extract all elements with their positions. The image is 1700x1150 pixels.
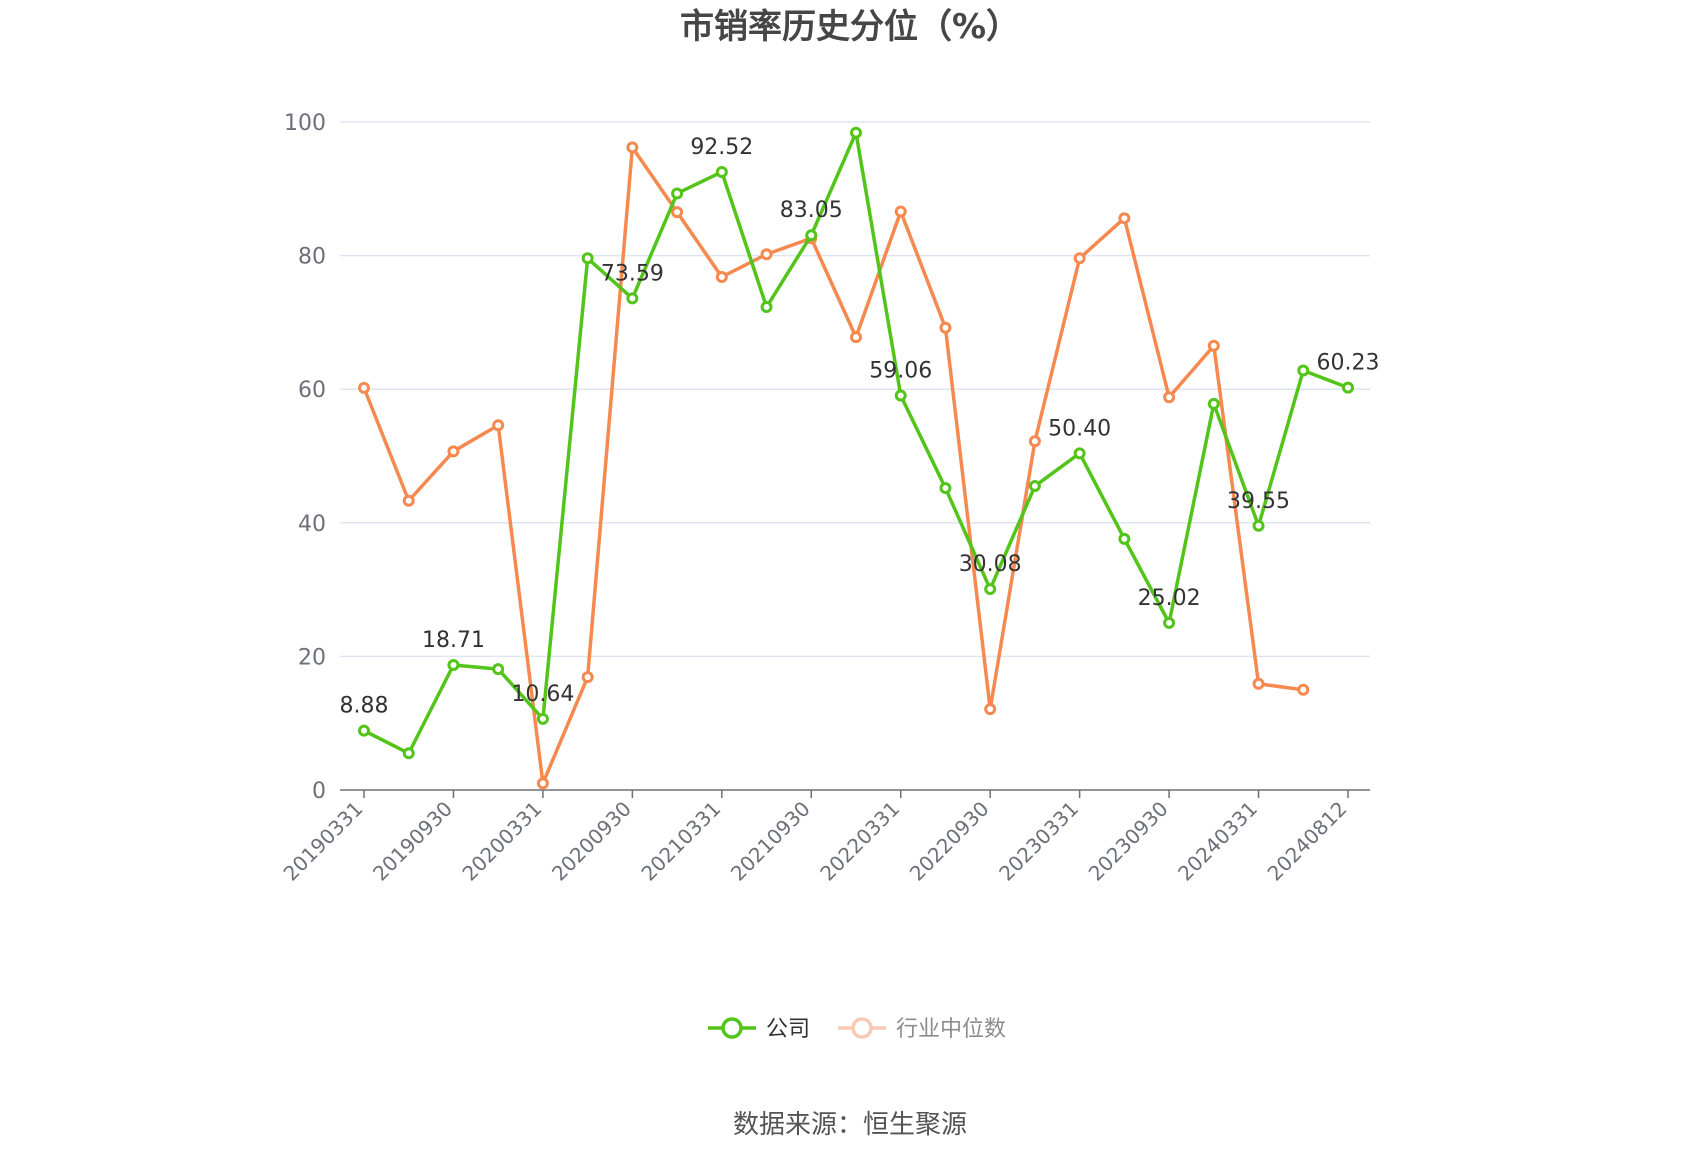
data-point-industry-median[interactable] [715,270,728,283]
chart-title: 市销率历史分位（%） [680,7,1020,47]
x-tick-label: 20230331 [994,797,1083,886]
data-point-industry-median[interactable] [894,205,907,218]
data-point-company[interactable] [715,165,728,178]
data-label: 60.23 [1317,351,1380,376]
x-tick-label: 20240812 [1263,797,1352,886]
legend-label: 公司 [766,1017,810,1042]
data-point-industry-median[interactable] [671,206,684,219]
data-point-company[interactable] [1297,364,1310,377]
data-label: 39.55 [1227,489,1290,514]
y-tick-label: 20 [298,645,326,670]
x-tick-label: 20230930 [1084,797,1173,886]
data-point-company[interactable] [939,482,952,495]
data-point-company[interactable] [492,663,505,676]
data-label: 25.02 [1138,586,1201,611]
data-point-industry-median[interactable] [358,381,370,394]
data-point-company[interactable] [805,229,818,242]
data-label: 18.71 [422,628,485,653]
y-tick-label: 40 [298,512,326,537]
data-point-company[interactable] [1118,532,1131,545]
data-point-company[interactable] [1252,519,1265,532]
data-point-company[interactable] [358,724,370,737]
data-point-company[interactable] [760,301,773,314]
data-point-industry-median[interactable] [1073,252,1086,265]
legend-item-company[interactable]: 公司 [708,1017,810,1042]
data-point-company[interactable] [402,747,415,760]
data-point-industry-median[interactable] [1297,683,1310,696]
axes: 0 20 40 60 80 100 20190331 20190930 20200331 2020… [279,111,1370,886]
x-tick-label: 20210930 [726,797,815,886]
data-point-industry-median[interactable] [1163,391,1176,404]
series-lines [358,126,1354,790]
y-tick-label: 100 [284,111,326,136]
x-tick-label: 20200331 [457,797,546,886]
data-label: 59.06 [869,358,932,383]
legend-marker [851,1017,873,1039]
data-label: 30.08 [959,552,1022,577]
data-label: 10.64 [511,682,574,707]
data-point-industry-median[interactable] [850,331,862,344]
x-tick-label: 20190930 [368,797,457,886]
data-point-company[interactable] [626,292,639,305]
data-label: 92.52 [690,135,753,160]
data-point-industry-median[interactable] [984,703,997,716]
data-point-company[interactable] [1073,447,1086,460]
series-line-company [363,130,1349,756]
data-point-industry-median[interactable] [939,321,952,334]
legend-marker [721,1017,743,1039]
data-point-company[interactable] [1342,381,1354,394]
data-point-company[interactable] [1028,480,1041,493]
y-tick-label: 0 [312,779,326,804]
data-point-company[interactable] [850,126,862,139]
grid-lines [340,121,1370,658]
x-tick-label: 20200930 [547,797,636,886]
legend-label: 行业中位数 [896,1017,1006,1042]
data-point-company[interactable] [1163,616,1176,629]
data-point-company[interactable] [447,659,460,672]
data-point-company[interactable] [894,389,907,402]
data-labels: 8.88 18.71 10.64 73.59 92.52 83.05 59.06 30.08 5… [340,135,1380,719]
data-point-industry-median[interactable] [760,248,773,261]
series-line-industry-median [362,145,1304,786]
y-tick-label: 60 [298,378,326,403]
data-label: 50.40 [1048,416,1111,441]
data-point-industry-median[interactable] [1207,339,1220,352]
data-point-industry-median[interactable] [626,141,639,154]
data-label: 73.59 [601,261,664,286]
legend[interactable]: 公司 行业中位数 [708,1017,1006,1042]
data-point-company[interactable] [671,187,684,200]
y-tick-label: 80 [298,245,326,270]
data-point-industry-median[interactable] [447,445,460,458]
data-point-industry-median[interactable] [492,419,505,432]
x-tick-label: 20220331 [815,797,904,886]
data-point-industry-median[interactable] [1118,212,1131,225]
data-point-industry-median[interactable] [581,671,594,684]
data-label: 83.05 [780,198,843,223]
x-tick-label: 20220930 [905,797,994,886]
data-label: 8.88 [340,694,389,719]
data-point-company[interactable] [581,252,594,265]
data-point-company[interactable] [536,712,549,725]
data-point-industry-median[interactable] [536,777,549,790]
data-point-company[interactable] [984,583,997,596]
x-tick-label: 20240331 [1173,797,1262,886]
source-note: 数据来源：恒生聚源 [733,1110,967,1140]
data-point-company[interactable] [1207,397,1220,410]
data-point-industry-median[interactable] [1252,677,1265,690]
x-tick-label: 20190331 [279,797,368,886]
data-point-industry-median[interactable] [402,494,415,507]
data-point-industry-median[interactable] [1028,435,1041,448]
legend-item-industry-median[interactable]: 行业中位数 [838,1017,1006,1042]
x-tick-label: 20210331 [636,797,725,886]
